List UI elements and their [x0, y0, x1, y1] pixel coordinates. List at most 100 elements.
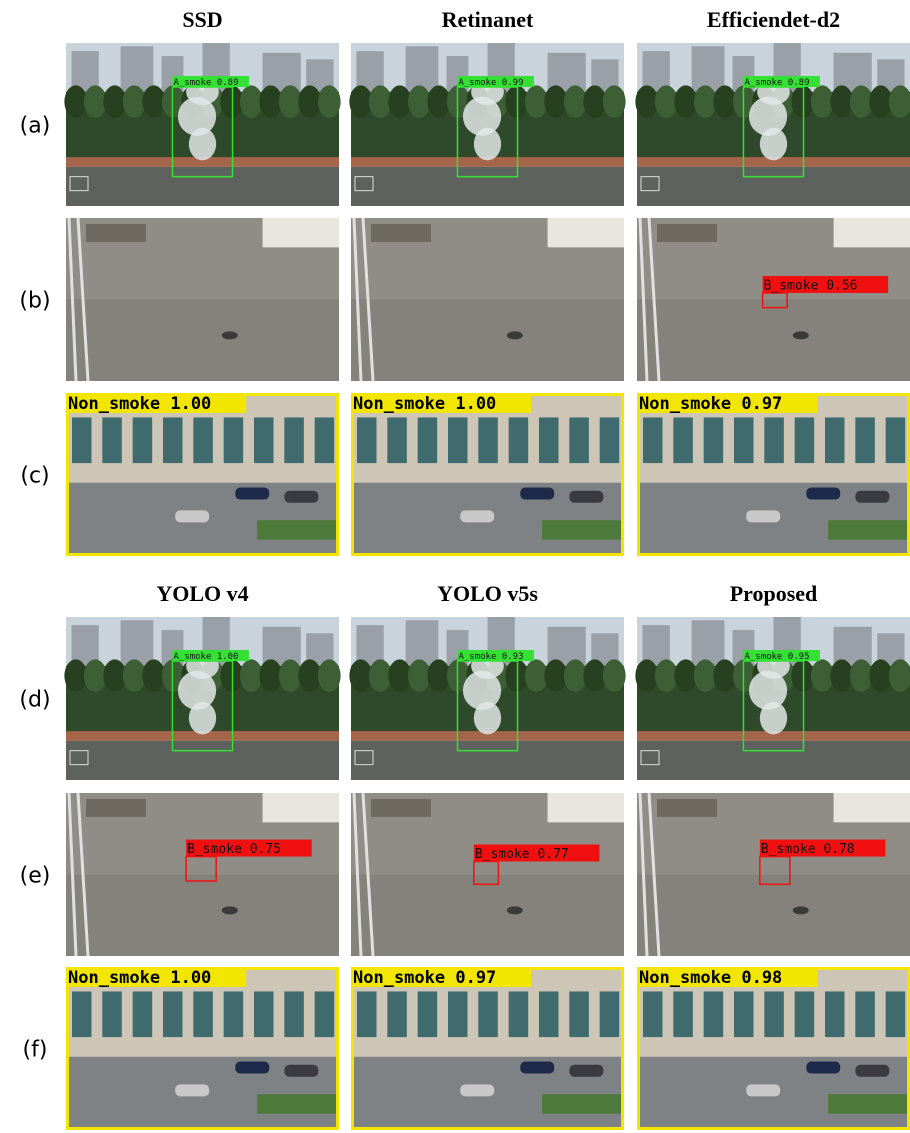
- tree: [544, 85, 567, 118]
- tree: [142, 85, 165, 118]
- window: [315, 417, 335, 463]
- tree: [655, 659, 678, 692]
- image-cell: B_smoke 0.56: [637, 218, 910, 381]
- window: [133, 417, 153, 463]
- window: [357, 417, 377, 463]
- window: [600, 991, 620, 1037]
- window: [478, 991, 498, 1037]
- ground: [66, 741, 339, 780]
- object: [793, 906, 809, 914]
- detection-label: A_smoke 0.95: [744, 652, 809, 662]
- image-cell: A_smoke 0.95: [635, 617, 910, 780]
- window: [825, 417, 845, 463]
- tree: [349, 659, 372, 692]
- window: [478, 417, 498, 463]
- window: [387, 991, 407, 1037]
- column-title: YOLO v5s: [437, 581, 538, 606]
- window: [315, 991, 335, 1037]
- tree: [505, 659, 528, 692]
- image-cell: B_smoke 0.78: [637, 793, 910, 956]
- window: [673, 417, 693, 463]
- tree: [694, 659, 717, 692]
- window: [855, 991, 875, 1037]
- window-light: [548, 793, 624, 822]
- floor-shade: [66, 875, 339, 957]
- window: [795, 417, 815, 463]
- row-label: (a): [20, 114, 51, 139]
- car: [569, 491, 603, 503]
- object: [222, 331, 238, 339]
- desk: [371, 799, 431, 817]
- window: [539, 417, 559, 463]
- image-cell: [351, 218, 624, 381]
- ground: [351, 167, 624, 206]
- object: [793, 331, 809, 339]
- window: [163, 417, 183, 463]
- grass: [828, 1094, 910, 1114]
- tree: [564, 659, 587, 692]
- tree: [388, 659, 411, 692]
- window: [357, 991, 377, 1037]
- detection-label: A_smoke 0.93: [458, 652, 523, 662]
- detection-label: A_smoke 1.00: [173, 652, 238, 662]
- window: [509, 991, 528, 1037]
- row-label: (c): [20, 464, 49, 489]
- image-cell: B_smoke 0.75: [66, 793, 339, 956]
- window: [643, 417, 663, 463]
- detection-label: A_smoke 0.99: [458, 78, 523, 88]
- window: [448, 991, 468, 1037]
- smoke: [189, 128, 216, 161]
- grass: [828, 520, 910, 540]
- window: [163, 991, 183, 1037]
- car: [235, 488, 269, 500]
- tree: [259, 85, 282, 118]
- window: [764, 991, 784, 1037]
- window: [886, 991, 906, 1037]
- window: [569, 417, 589, 463]
- window: [643, 991, 663, 1037]
- column-title: YOLO v4: [156, 581, 248, 606]
- window: [825, 991, 845, 1037]
- window: [72, 991, 92, 1037]
- window: [509, 417, 528, 463]
- tree: [525, 659, 548, 692]
- tree: [318, 659, 341, 692]
- tree: [142, 659, 165, 692]
- window: [418, 991, 438, 1037]
- column-title: Retinanet: [442, 7, 534, 32]
- car: [569, 1065, 603, 1077]
- tree: [869, 85, 892, 118]
- smoke: [760, 128, 787, 161]
- tree: [388, 85, 411, 118]
- grass: [257, 520, 339, 540]
- column-title: Efficiendet-d2: [707, 7, 840, 32]
- window: [764, 417, 784, 463]
- window: [855, 417, 875, 463]
- window: [704, 417, 724, 463]
- car: [175, 510, 209, 522]
- tree: [318, 85, 341, 118]
- tree: [298, 85, 321, 118]
- column-title: SSD: [182, 7, 222, 32]
- tree: [850, 85, 873, 118]
- window: [254, 991, 274, 1037]
- ground: [637, 741, 910, 780]
- tree: [279, 659, 302, 692]
- row-label: (f): [23, 1038, 48, 1063]
- floor-shade: [351, 300, 624, 382]
- tree: [369, 659, 392, 692]
- car: [235, 1062, 269, 1074]
- desk: [371, 224, 431, 242]
- car: [284, 491, 318, 503]
- tree: [655, 85, 678, 118]
- tree: [830, 659, 853, 692]
- object: [507, 331, 523, 339]
- car: [520, 488, 554, 500]
- window: [673, 991, 693, 1037]
- car: [460, 1084, 494, 1096]
- tree: [830, 85, 853, 118]
- tree: [603, 659, 626, 692]
- column-title: Proposed: [730, 581, 818, 606]
- tree: [64, 85, 87, 118]
- tree: [298, 659, 321, 692]
